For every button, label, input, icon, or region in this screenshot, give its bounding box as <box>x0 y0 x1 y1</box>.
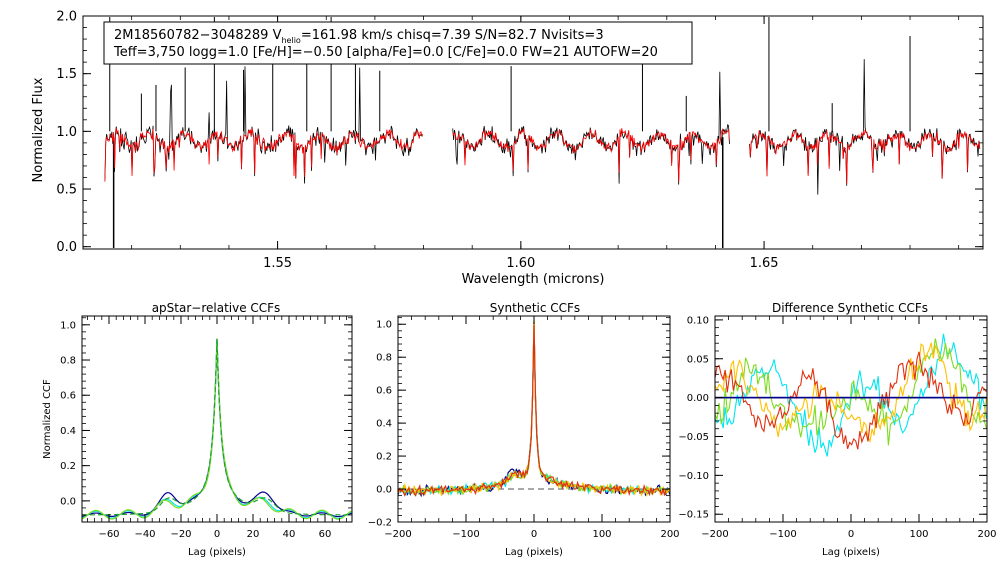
x-tick-label: 0 <box>531 529 537 540</box>
x-tick-label: 200 <box>660 529 679 540</box>
x-tick-label: 1.55 <box>263 256 292 271</box>
x-tick-label: −100 <box>452 529 479 540</box>
x-tick-label: −40 <box>134 529 155 540</box>
difference-ccf-xlabel: Lag (pixels) <box>822 547 880 558</box>
x-tick-label: 100 <box>592 529 611 540</box>
y-tick-label: 0.6 <box>376 386 392 397</box>
y-tick-label: 0.2 <box>376 452 392 463</box>
apstar-ccf-data <box>81 338 353 520</box>
y-tick-label: 1.0 <box>60 320 76 331</box>
series-line-visit-3 <box>81 338 353 520</box>
y-tick-label: 0.5 <box>56 183 77 198</box>
y-tick-label: 0.10 <box>687 315 709 326</box>
annotation-line1-prefix: 2M18560782−3048289 V <box>114 28 282 43</box>
series-line-model <box>452 127 730 183</box>
y-tick-label: 1.0 <box>56 125 77 140</box>
x-tick-label: −20 <box>170 529 191 540</box>
series-line-diff-5 <box>714 351 987 450</box>
synthetic-ccf-axes: −200 −100 0 100 200 −0.2 0.0 0.2 0.4 0.6 0.8 1.0 <box>368 316 680 540</box>
x-tick-label: 100 <box>909 529 928 540</box>
series-line-visit-1 <box>81 338 353 518</box>
difference-ccf-data <box>714 333 987 457</box>
x-tick-label: 1.65 <box>750 256 779 271</box>
y-tick-label: 0.8 <box>376 353 392 364</box>
x-tick-label: −200 <box>384 529 411 540</box>
y-tick-label: 0.05 <box>687 354 709 365</box>
series-line-model <box>749 128 981 185</box>
apstar-ccf-panel: apStar−relative CCFs −60 −40 −20 0 20 40 60 0.0… <box>42 301 353 558</box>
x-tick-label: −100 <box>769 529 796 540</box>
series-line-model <box>104 127 424 182</box>
series-line-observed <box>749 59 981 195</box>
y-tick-label: 0.6 <box>60 391 76 402</box>
x-tick-label: 1.60 <box>506 256 535 271</box>
apstar-ccf-ylabel: Normalized CCF <box>42 379 53 459</box>
spectrum-axes: 1.55 1.60 1.65 0.0 0.5 1.0 1.5 2.0 <box>56 10 983 271</box>
apstar-ccf-xlabel: Lag (pixels) <box>188 547 246 558</box>
x-tick-label: 40 <box>283 529 296 540</box>
synthetic-ccf-xlabel: Lag (pixels) <box>505 547 563 558</box>
y-tick-label: −0.15 <box>678 510 709 521</box>
spectrum-data <box>104 17 981 248</box>
x-tick-label: 60 <box>319 529 332 540</box>
apstar-ccf-axes: −60 −40 −20 0 20 40 60 0.0 0.2 0.4 0.6 0.8 1.0 <box>60 316 352 540</box>
difference-ccf-panel: Difference Synthetic CCFs −200 −100 0 100 20… <box>678 301 996 558</box>
annotation-line1-suffix: =161.98 km/s chisq=7.39 S/N=82.7 Nvisits… <box>301 28 604 43</box>
y-tick-label: 0.8 <box>60 356 76 367</box>
spectrum-annotation-box <box>103 21 693 65</box>
x-tick-label: 200 <box>977 529 996 540</box>
x-tick-label: −60 <box>98 529 119 540</box>
spectrum-annotation-line1: 2M18560782−3048289 Vhelio=161.98 km/s ch… <box>114 28 604 45</box>
synthetic-ccf-panel: Synthetic CCFs −200 −100 0 100 200 −0.2 0.0 0.2… <box>368 301 680 558</box>
y-tick-label: 0.0 <box>376 485 392 496</box>
y-tick-label: 2.0 <box>56 10 77 25</box>
y-tick-label: 1.5 <box>56 67 77 82</box>
series-line-visit-2 <box>81 338 353 519</box>
y-tick-label: −0.10 <box>678 471 709 482</box>
y-tick-label: −0.2 <box>368 518 392 529</box>
x-tick-label: 20 <box>247 529 260 540</box>
annotation-line1-sub: helio <box>281 36 300 45</box>
y-tick-label: 0.00 <box>687 393 709 404</box>
x-tick-label: 0 <box>848 529 854 540</box>
apstar-ccf-title: apStar−relative CCFs <box>152 301 281 315</box>
x-tick-label: 0 <box>214 529 220 540</box>
series-line-diff-3 <box>714 338 987 446</box>
y-tick-label: 0.2 <box>60 461 76 472</box>
series-line-combined <box>82 338 352 516</box>
difference-ccf-axes: −200 −100 0 100 200 −0.15 −0.10 −0.05 0.00 0.05 0.… <box>678 315 996 540</box>
spectrum-ylabel: Normalized Flux <box>31 77 46 182</box>
synthetic-ccf-data <box>397 319 671 498</box>
y-tick-label: 0.4 <box>376 419 392 430</box>
series-line-observed <box>452 71 730 185</box>
spectrum-annotation-line2: Teff=3,750 logg=1.0 [Fe/H]=−0.50 [alpha/… <box>113 45 658 60</box>
y-tick-label: 0.0 <box>60 496 76 507</box>
synthetic-ccf-title: Synthetic CCFs <box>490 301 580 315</box>
series-line-observed <box>104 66 423 184</box>
x-tick-label: −200 <box>701 529 728 540</box>
series-line-model-5 <box>397 324 671 497</box>
difference-ccf-title: Difference Synthetic CCFs <box>772 301 928 315</box>
y-tick-label: −0.05 <box>678 432 709 443</box>
y-tick-label: 0.4 <box>60 426 76 437</box>
series-line-diff-4 <box>714 342 987 444</box>
spectrum-frame <box>82 15 984 250</box>
y-tick-label: 0.0 <box>56 240 77 255</box>
spectrum-panel: 1.55 1.60 1.65 0.0 0.5 1.0 1.5 2.0 2M18560782−3… <box>31 10 984 287</box>
y-tick-label: 1.0 <box>376 320 392 331</box>
spectrum-xlabel: Wavelength (microns) <box>462 272 605 287</box>
